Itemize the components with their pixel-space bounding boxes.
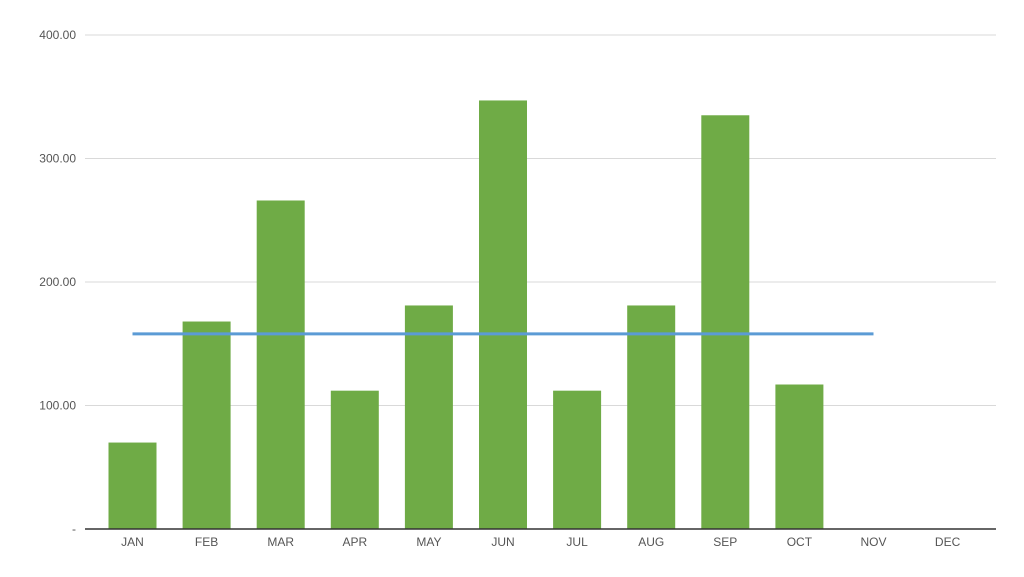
- x-tick-label: MAR: [267, 535, 294, 549]
- y-tick-label: 200.00: [39, 275, 76, 289]
- bar-apr: [330, 390, 379, 529]
- x-tick-label: JUN: [491, 535, 514, 549]
- bar-may: [404, 305, 453, 529]
- x-tick-label: APR: [342, 535, 367, 549]
- y-tick-label: 100.00: [39, 399, 76, 413]
- bar-oct: [775, 384, 824, 529]
- x-tick-label: AUG: [638, 535, 664, 549]
- bar-jun: [479, 100, 527, 529]
- y-tick-label: 400.00: [39, 28, 76, 42]
- bar-jan: [108, 442, 157, 529]
- bar-sep: [701, 115, 750, 530]
- x-tick-label: MAY: [416, 535, 441, 549]
- x-tick-label: DEC: [935, 535, 961, 549]
- y-tick-label: 300.00: [39, 152, 76, 166]
- x-tick-label: FEB: [195, 535, 218, 549]
- bar-mar: [256, 200, 305, 530]
- x-tick-label: JAN: [121, 535, 144, 549]
- bar-jul: [553, 390, 602, 529]
- bar-aug: [627, 305, 676, 529]
- x-tick-label: NOV: [860, 535, 886, 549]
- x-tick-label: OCT: [787, 535, 813, 549]
- x-tick-label: SEP: [713, 535, 737, 549]
- bar-feb: [182, 321, 231, 529]
- x-tick-label: JUL: [566, 535, 588, 549]
- y-tick-label: -: [72, 522, 76, 536]
